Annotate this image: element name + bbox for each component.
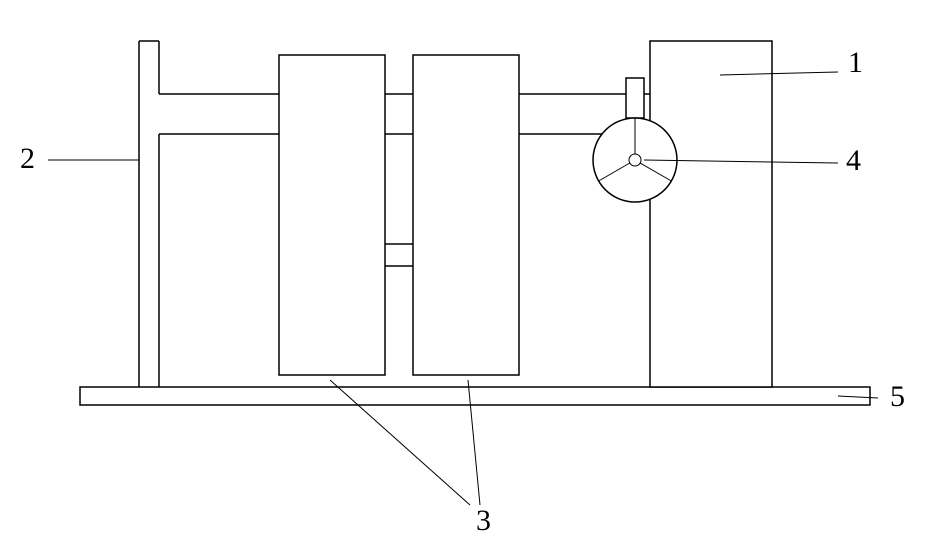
press-plate-right bbox=[413, 55, 519, 375]
press-plate-left bbox=[279, 55, 385, 375]
callout-5: 5 bbox=[890, 380, 905, 413]
callout-3: 3 bbox=[476, 504, 491, 537]
right-housing bbox=[650, 41, 772, 387]
technical-diagram: 1 2 3 4 5 bbox=[0, 0, 934, 553]
callout-4: 4 bbox=[846, 144, 861, 177]
handwheel-stem bbox=[626, 78, 644, 118]
callout-2: 2 bbox=[20, 142, 35, 175]
callout-1: 1 bbox=[848, 46, 863, 79]
baseplate bbox=[80, 387, 870, 405]
